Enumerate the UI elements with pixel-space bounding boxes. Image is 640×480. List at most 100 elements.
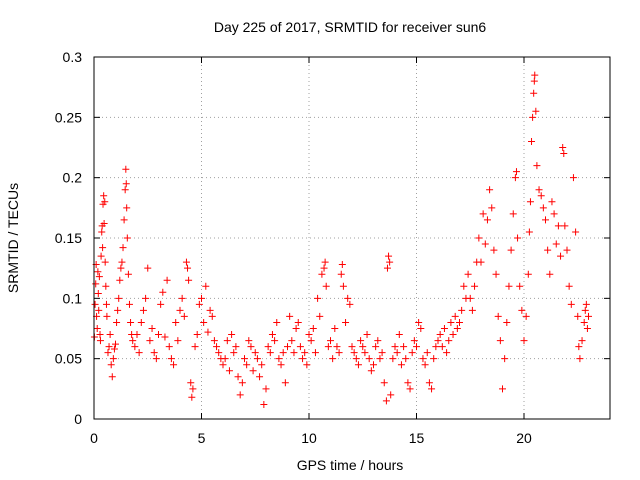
data-point: [458, 306, 466, 314]
data-point: [243, 361, 251, 369]
data-point: [488, 204, 496, 212]
data-point: [129, 337, 137, 345]
data-point: [316, 312, 324, 320]
data-point: [385, 252, 393, 260]
data-point: [421, 361, 429, 369]
data-point: [286, 312, 294, 320]
data-point: [581, 306, 589, 314]
data-point: [230, 349, 238, 357]
data-point: [537, 192, 545, 200]
data-point: [339, 282, 347, 290]
data-point: [503, 318, 511, 326]
data-point: [524, 270, 532, 278]
data-point: [430, 355, 438, 363]
y-tick-label: 0.1: [63, 290, 83, 306]
data-point: [94, 268, 102, 276]
data-point: [198, 294, 205, 302]
y-tick-label: 0: [74, 411, 82, 427]
data-point: [275, 355, 283, 363]
data-point: [550, 210, 558, 218]
data-point: [569, 174, 577, 182]
data-point: [251, 349, 259, 357]
data-point: [393, 349, 401, 357]
data-point: [561, 222, 569, 230]
data-point: [161, 333, 169, 341]
data-point: [365, 355, 373, 363]
data-point: [456, 318, 463, 326]
data-point: [135, 349, 143, 357]
data-point: [131, 343, 139, 351]
data-point: [567, 300, 575, 308]
data-point: [102, 300, 110, 308]
data-point: [342, 318, 350, 326]
data-point: [96, 331, 104, 339]
data-point: [530, 89, 538, 97]
data-point: [468, 306, 476, 314]
data-point: [585, 312, 592, 320]
data-point: [113, 318, 121, 326]
data-point: [531, 71, 539, 79]
data-point: [95, 273, 103, 281]
data-point: [133, 331, 141, 339]
data-point: [402, 355, 410, 363]
data-point: [256, 373, 264, 381]
data-point: [268, 331, 276, 339]
data-point: [560, 150, 568, 158]
y-axis-label: SRMTID / TECUs: [5, 183, 21, 293]
data-point: [389, 355, 397, 363]
data-point: [530, 77, 538, 85]
data-point: [434, 337, 442, 345]
data-point: [395, 331, 403, 339]
data-point: [301, 349, 309, 357]
data-point: [223, 337, 231, 345]
data-point: [150, 349, 158, 357]
data-point: [123, 204, 131, 212]
data-point: [290, 349, 298, 357]
data-point: [204, 328, 212, 336]
data-point: [116, 276, 124, 284]
data-point: [565, 282, 573, 290]
data-point: [576, 355, 584, 363]
data-point: [507, 246, 515, 254]
data-point: [413, 343, 420, 351]
data-point: [511, 174, 519, 182]
data-point: [106, 331, 114, 339]
data-point: [423, 349, 431, 357]
data-point: [391, 343, 399, 351]
data-point: [361, 349, 369, 357]
data-point: [376, 355, 384, 363]
data-point: [146, 337, 154, 345]
data-point: [575, 343, 583, 351]
data-point: [380, 379, 388, 387]
data-point: [580, 318, 588, 326]
x-tick-label: 10: [301, 430, 317, 446]
data-point: [535, 186, 543, 194]
data-point: [406, 385, 414, 393]
data-point: [354, 361, 362, 369]
data-point: [557, 252, 565, 260]
data-point: [526, 198, 534, 206]
y-tick-label: 0.25: [55, 109, 82, 125]
data-point: [449, 331, 457, 339]
data-point: [152, 355, 160, 363]
data-point: [542, 216, 549, 224]
data-point: [142, 294, 150, 302]
data-point: [554, 222, 562, 230]
data-point: [125, 300, 133, 308]
data-point: [296, 343, 304, 351]
data-point: [445, 337, 453, 345]
data-point: [195, 300, 203, 308]
data-point: [225, 367, 233, 375]
data-point: [329, 355, 337, 363]
data-point: [159, 288, 167, 296]
data-point: [475, 234, 483, 242]
data-point: [483, 216, 491, 224]
data-point: [178, 294, 186, 302]
data-point: [443, 349, 451, 357]
data-point: [107, 361, 115, 369]
data-point: [314, 294, 322, 302]
data-point: [99, 244, 107, 252]
x-tick-label: 15: [409, 430, 425, 446]
data-point: [378, 349, 386, 357]
data-point: [559, 144, 567, 151]
